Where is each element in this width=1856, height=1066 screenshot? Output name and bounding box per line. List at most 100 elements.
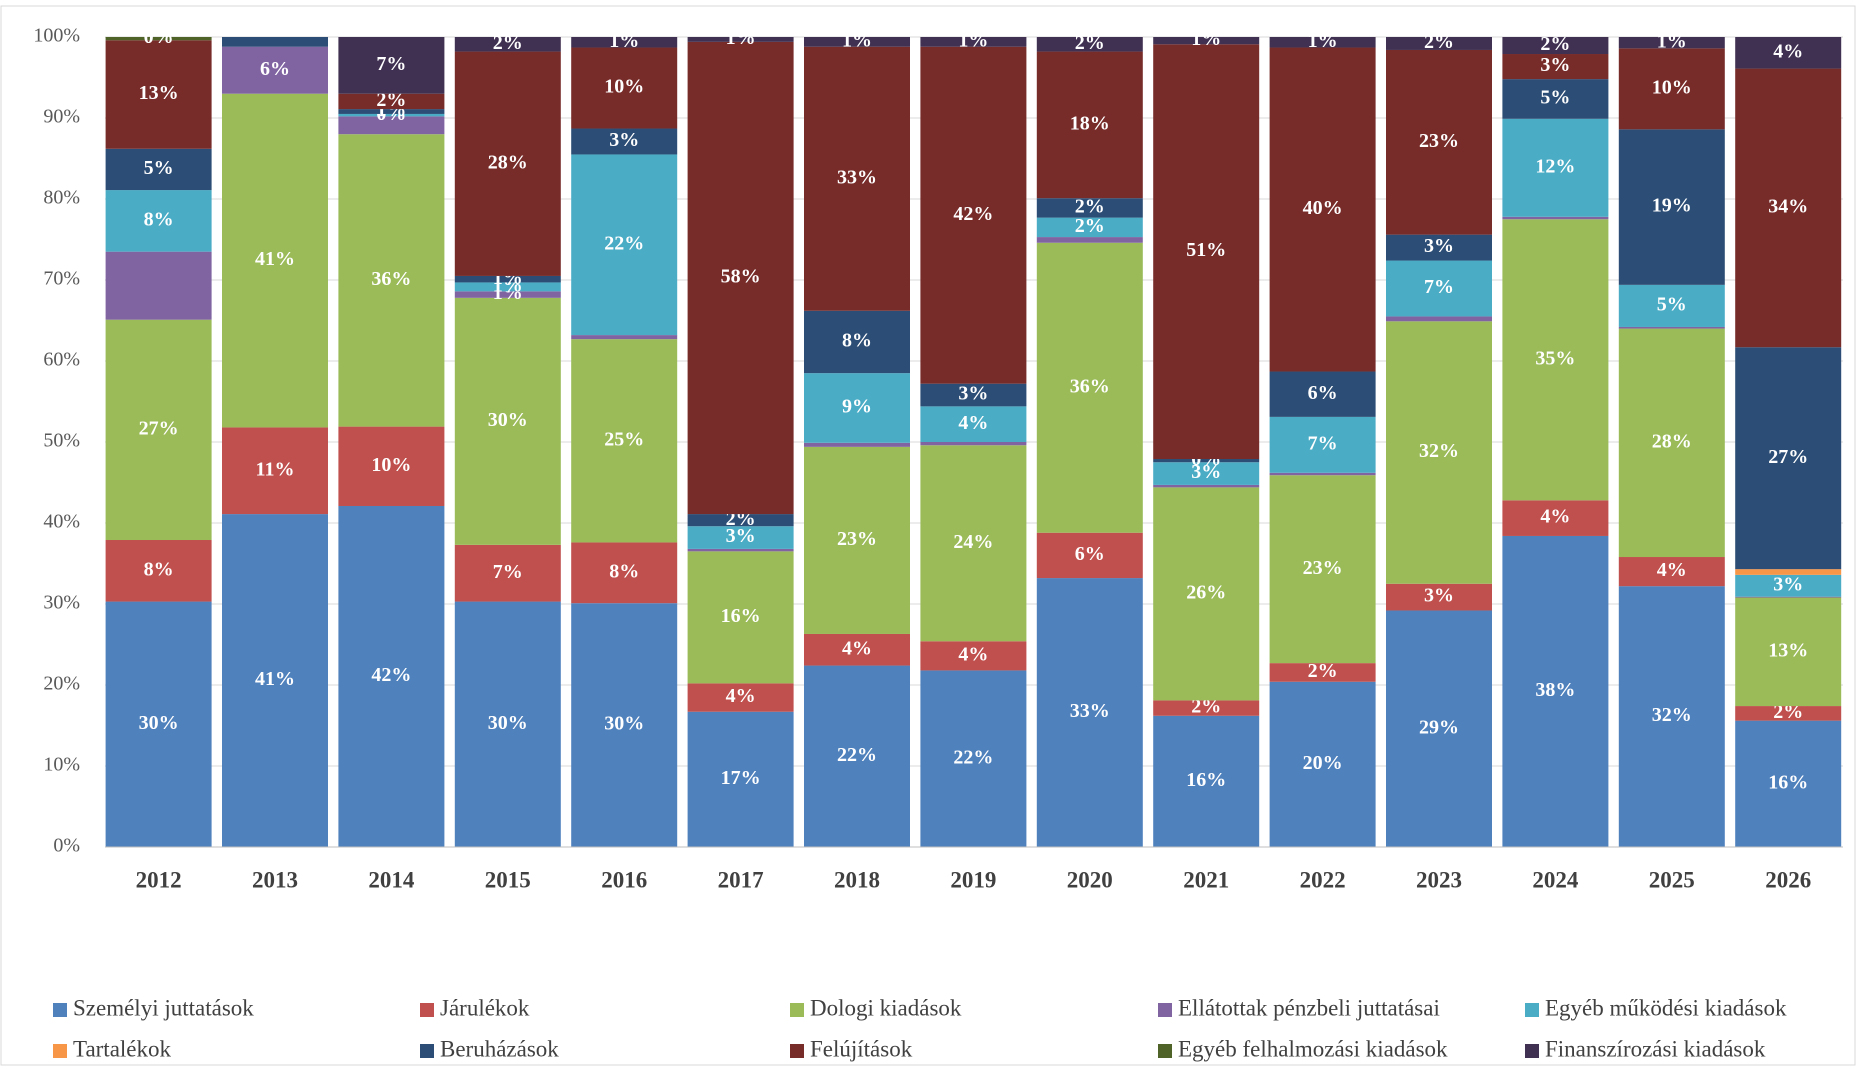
bar-segment <box>222 427 328 515</box>
data-label: 41% <box>255 668 295 690</box>
bar-segment <box>687 41 794 515</box>
y-tick-label: 40% <box>43 511 80 533</box>
x-tick-label: 2024 <box>1532 867 1579 892</box>
data-label: 9% <box>842 396 872 418</box>
data-label: 2% <box>1191 696 1221 718</box>
data-label: 30% <box>488 712 528 734</box>
x-tick-label: 2021 <box>1183 867 1229 892</box>
bar-segment <box>105 319 212 541</box>
data-label: 1% <box>726 27 756 49</box>
data-label: 1% <box>842 29 872 51</box>
y-tick-label: 30% <box>43 592 80 614</box>
data-label: 17% <box>721 767 761 789</box>
bar-segment <box>1386 260 1492 317</box>
bar-segment <box>338 109 445 114</box>
data-label: 28% <box>1652 430 1692 452</box>
data-label: 3% <box>726 525 756 547</box>
data-label: 51% <box>1186 239 1226 261</box>
data-label: 1% <box>1657 30 1687 52</box>
data-label: 33% <box>1070 700 1110 722</box>
bar-segment <box>804 442 910 447</box>
bar-segment <box>1153 484 1260 488</box>
bar-segment <box>1153 37 1260 45</box>
bar-segment <box>804 446 910 634</box>
legend-swatch <box>1525 1044 1539 1058</box>
bar-segment <box>454 282 561 292</box>
bar-segment <box>338 505 445 847</box>
bar-segment <box>1735 569 1842 575</box>
x-tick-label: 2026 <box>1765 867 1811 892</box>
legend-label: Ellátottak pénzbeli juttatásai <box>1178 995 1440 1020</box>
data-label: 18% <box>1070 112 1110 134</box>
bar-segment <box>1502 219 1609 501</box>
data-label: 34% <box>1768 196 1808 218</box>
legend-swatch <box>420 1003 434 1017</box>
data-label: 26% <box>1186 581 1226 603</box>
data-label: 23% <box>1303 557 1343 579</box>
bar-segment <box>1735 37 1842 69</box>
x-tick-label: 2016 <box>601 867 647 892</box>
data-label: 13% <box>1768 639 1808 661</box>
bar-segment <box>1386 234 1492 261</box>
legend-label: Felújítások <box>810 1036 913 1061</box>
bar-segment <box>1153 462 1260 485</box>
bar-segment <box>1618 586 1725 847</box>
data-label: 8% <box>842 330 872 352</box>
data-label: 0% <box>144 26 174 48</box>
bar-segment <box>1618 48 1725 130</box>
bar-segment <box>1618 557 1725 587</box>
data-label: 30% <box>488 409 528 431</box>
bar-segment <box>571 542 678 604</box>
bar-segment <box>1502 216 1609 220</box>
bar-segment <box>571 603 678 847</box>
data-label: 16% <box>721 605 761 627</box>
bar-segment <box>687 526 794 549</box>
legend-label: Dologi kiadások <box>810 995 962 1020</box>
data-label: 7% <box>1424 276 1454 298</box>
x-tick-label: 2022 <box>1300 867 1346 892</box>
data-label: 30% <box>139 712 179 734</box>
data-label: 27% <box>139 417 179 439</box>
x-tick-label: 2017 <box>718 867 764 892</box>
bar-segment <box>804 373 910 443</box>
data-label: 5% <box>1657 294 1687 316</box>
bar-segment <box>1735 706 1842 721</box>
bar-segment <box>1502 37 1609 55</box>
bar-segment <box>1153 715 1260 847</box>
bar-segment <box>804 37 910 47</box>
data-label: 2% <box>493 32 523 54</box>
data-label: 22% <box>953 746 993 768</box>
data-label: 30% <box>604 713 644 735</box>
bar-segment <box>920 383 1027 407</box>
data-label: 1% <box>1308 30 1338 52</box>
bar-segment <box>1502 118 1609 217</box>
bar-segment <box>804 310 910 374</box>
data-label: 2% <box>1075 215 1105 237</box>
bar-segment <box>1502 54 1609 80</box>
data-label: 4% <box>958 412 988 434</box>
bar-segment <box>571 37 678 48</box>
y-tick-label: 80% <box>43 187 80 209</box>
bar-segment <box>454 544 561 602</box>
bar-segment <box>1618 284 1725 327</box>
bar-segment <box>1153 700 1260 716</box>
x-tick-label: 2023 <box>1416 867 1462 892</box>
data-label: 32% <box>1419 440 1459 462</box>
bar-segment <box>571 154 678 336</box>
bar-segment <box>1386 610 1492 847</box>
data-label: 1% <box>609 30 639 52</box>
legend-label: Járulékok <box>440 995 530 1020</box>
data-label: 8% <box>609 560 639 582</box>
bar-segment <box>1386 316 1492 322</box>
legend-swatch <box>1158 1003 1172 1017</box>
bar-segment <box>105 540 212 602</box>
data-label: 7% <box>493 561 523 583</box>
bar-segment <box>1036 578 1143 847</box>
x-tick-label: 2012 <box>136 867 182 892</box>
bar-segment <box>920 406 1027 442</box>
bar-segment <box>1036 237 1143 243</box>
data-label: 23% <box>837 528 877 550</box>
bar-segment <box>1735 597 1842 707</box>
data-label: 24% <box>953 531 993 553</box>
